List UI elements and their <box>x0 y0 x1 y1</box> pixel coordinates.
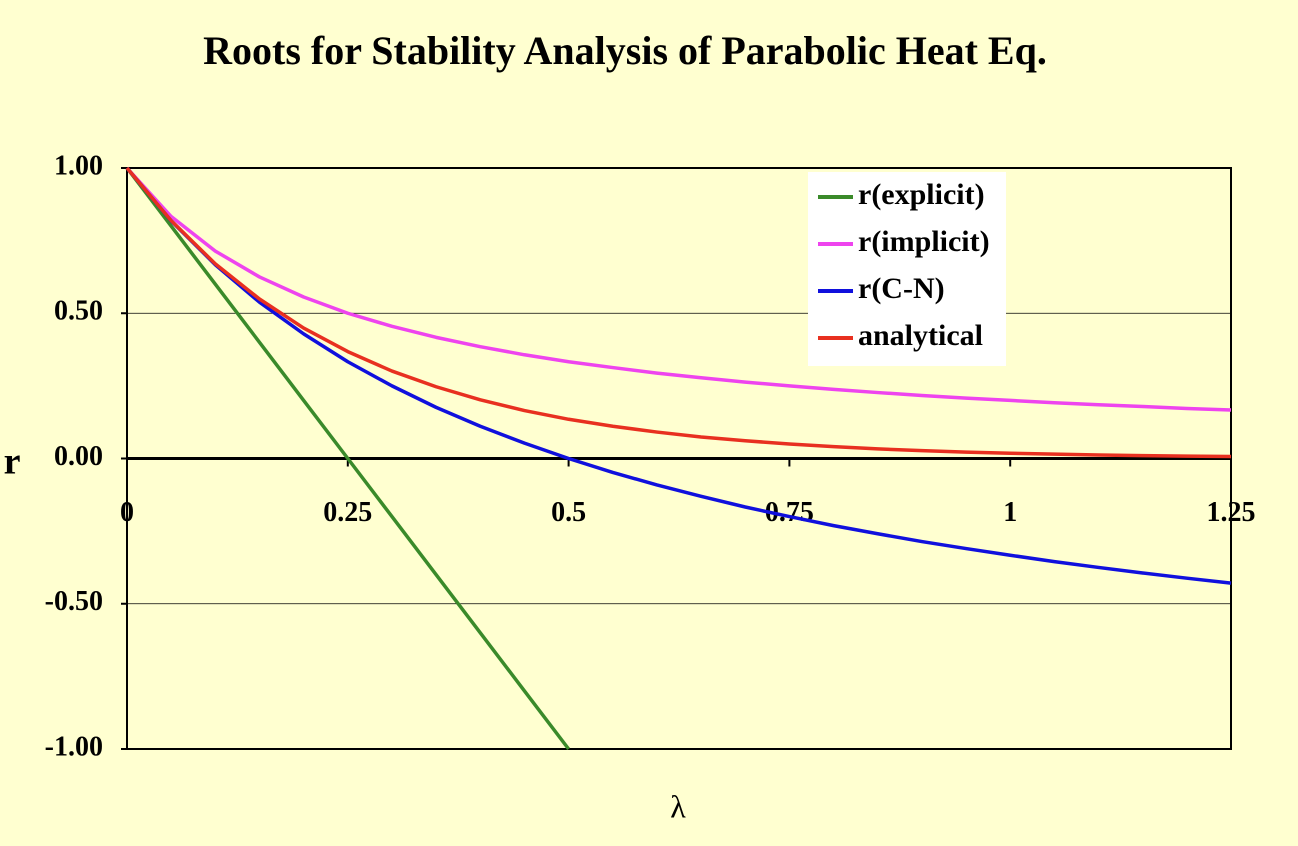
legend-box <box>808 172 1006 366</box>
x-axis-title: λ <box>670 788 686 824</box>
y-tick-label: -0.50 <box>45 586 103 617</box>
x-tick-label: 1 <box>1003 497 1017 528</box>
legend-label: analytical <box>858 319 983 352</box>
series-line <box>125 166 1232 412</box>
series-line <box>125 166 570 751</box>
x-tick-label: 1.25 <box>1207 497 1256 528</box>
legend-label: r(implicit) <box>858 225 990 258</box>
legend-label: r(C-N) <box>858 272 945 305</box>
y-tick-label: 1.00 <box>54 150 103 181</box>
chart-title: Roots for Stability Analysis of Paraboli… <box>203 28 1047 73</box>
y-tick-label: 0.50 <box>54 296 103 327</box>
legend-label: r(explicit) <box>858 178 985 211</box>
series-line <box>125 166 1232 459</box>
x-tick-label: 0.5 <box>551 497 586 528</box>
series-line <box>125 166 1232 585</box>
x-tick-label: 0 <box>120 497 134 528</box>
x-tick-label: 0.25 <box>323 497 372 528</box>
y-axis-title: r <box>4 441 21 483</box>
y-tick-label: 0.00 <box>54 441 103 472</box>
y-tick-label: -1.00 <box>45 731 103 762</box>
